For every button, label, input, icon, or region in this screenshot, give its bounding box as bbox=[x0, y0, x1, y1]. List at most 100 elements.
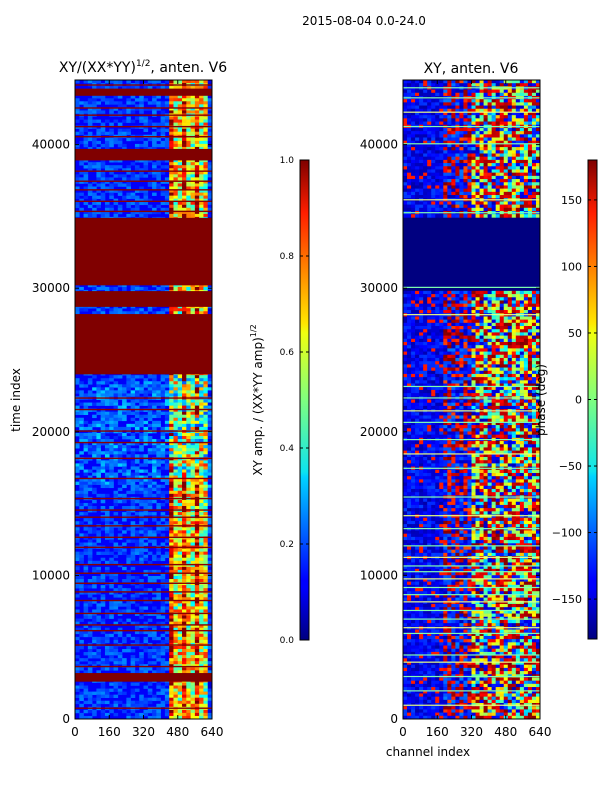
heatmap-cell bbox=[87, 591, 93, 595]
heatmap-cell bbox=[92, 423, 97, 428]
heatmap-cell bbox=[160, 207, 166, 212]
heatmap-cell bbox=[182, 417, 187, 422]
heatmap-cell bbox=[164, 399, 170, 403]
heatmap-cell bbox=[152, 131, 157, 136]
heatmap-cell bbox=[152, 171, 157, 175]
heatmap-cell bbox=[194, 478, 200, 482]
heatmap-cell bbox=[173, 460, 179, 464]
heatmap-cell bbox=[194, 101, 200, 105]
heatmap-cell bbox=[173, 551, 179, 555]
heatmap-cell bbox=[207, 210, 212, 215]
heatmap-cell bbox=[207, 609, 212, 613]
heatmap-cell bbox=[104, 530, 110, 534]
heatmap-cell bbox=[182, 210, 187, 215]
heatmap-cell bbox=[164, 95, 170, 99]
heatmap-cell bbox=[143, 649, 149, 653]
heatmap-cell bbox=[130, 439, 136, 443]
heatmap-cell bbox=[467, 83, 472, 87]
heatmap-cell bbox=[152, 423, 157, 428]
heatmap-cell bbox=[126, 569, 131, 574]
heatmap-cell bbox=[491, 80, 496, 84]
heatmap-cell bbox=[87, 101, 93, 105]
heatmap-cell bbox=[177, 700, 183, 705]
heatmap-cell bbox=[139, 210, 144, 215]
heatmap-cell bbox=[117, 207, 123, 212]
heatmap-cell bbox=[186, 128, 191, 133]
heatmap-cell bbox=[134, 311, 140, 315]
heatmap-cell bbox=[186, 499, 191, 504]
heatmap-cell bbox=[169, 469, 174, 473]
heatmap-cell bbox=[130, 162, 136, 166]
heatmap-cell bbox=[186, 597, 191, 601]
heatmap-cell bbox=[194, 594, 200, 598]
heatmap-cell bbox=[203, 575, 209, 580]
heatmap-cell bbox=[207, 630, 212, 635]
heatmap-cell bbox=[143, 420, 149, 425]
heatmap-cell bbox=[190, 612, 196, 616]
heatmap-cell bbox=[419, 80, 424, 84]
heatmap-cell bbox=[113, 402, 119, 406]
heatmap-cell bbox=[203, 390, 209, 394]
heatmap-cell bbox=[134, 475, 140, 479]
heatmap-cell bbox=[182, 585, 187, 589]
heatmap-cell bbox=[169, 213, 174, 218]
heatmap-cell bbox=[130, 454, 136, 458]
heatmap-cell bbox=[173, 159, 179, 163]
heatmap-cell bbox=[96, 566, 101, 571]
heatmap-cell bbox=[156, 685, 161, 689]
heatmap-cell bbox=[467, 80, 472, 84]
heatmap-cell bbox=[92, 143, 97, 148]
heatmap-cell bbox=[164, 417, 170, 422]
heatmap-cell bbox=[156, 487, 161, 492]
heatmap-cell bbox=[83, 143, 89, 148]
heatmap-cell bbox=[177, 597, 183, 601]
heatmap-cell bbox=[87, 204, 93, 209]
heatmap-cell bbox=[130, 375, 136, 379]
heatmap-cell bbox=[92, 101, 97, 105]
heatmap-cell bbox=[169, 667, 174, 671]
heatmap-cell bbox=[169, 308, 174, 312]
heatmap-cell bbox=[194, 548, 200, 552]
heatmap-cell bbox=[207, 192, 212, 196]
heatmap-cell bbox=[117, 80, 123, 84]
heatmap-cell bbox=[113, 174, 119, 178]
heatmap-cell bbox=[169, 180, 174, 184]
heatmap-cell bbox=[79, 402, 84, 406]
heatmap-cell bbox=[207, 548, 212, 552]
heatmap-cell bbox=[182, 165, 187, 169]
heatmap-cell bbox=[152, 387, 157, 391]
heatmap-cell bbox=[186, 557, 191, 562]
heatmap-cell bbox=[160, 606, 166, 610]
heatmap-cell bbox=[182, 286, 187, 291]
heatmap-cell bbox=[527, 83, 533, 87]
heatmap-cell bbox=[92, 432, 97, 437]
heatmap-cell bbox=[96, 183, 101, 187]
heatmap-cell bbox=[207, 472, 212, 476]
heatmap-cell bbox=[182, 463, 187, 467]
heatmap-cell bbox=[169, 487, 174, 492]
heatmap-cell bbox=[182, 131, 187, 136]
heatmap-cell bbox=[100, 432, 106, 437]
heatmap-cell bbox=[173, 484, 179, 489]
heatmap-cell bbox=[199, 502, 204, 507]
heatmap-cell bbox=[207, 715, 212, 719]
heatmap-cell bbox=[207, 579, 212, 583]
heatmap-cell bbox=[160, 688, 166, 692]
heatmap-cell bbox=[113, 213, 119, 218]
heatmap-cell bbox=[186, 633, 191, 638]
heatmap-cell bbox=[134, 530, 140, 534]
heatmap-cell bbox=[96, 448, 101, 452]
heatmap-cell bbox=[122, 411, 127, 416]
heatmap-cell bbox=[126, 478, 131, 482]
heatmap-cell bbox=[203, 439, 209, 443]
heatmap-cell bbox=[92, 195, 97, 199]
heatmap-cell bbox=[203, 527, 209, 531]
heatmap-cell bbox=[199, 481, 204, 485]
heatmap-cell bbox=[87, 210, 93, 215]
heatmap-cell bbox=[130, 390, 136, 394]
heatmap-cell bbox=[160, 393, 166, 397]
heatmap-cell bbox=[203, 633, 209, 638]
heatmap-cell bbox=[147, 551, 153, 555]
heatmap-cell bbox=[207, 624, 212, 629]
heatmap-cell bbox=[83, 478, 89, 482]
